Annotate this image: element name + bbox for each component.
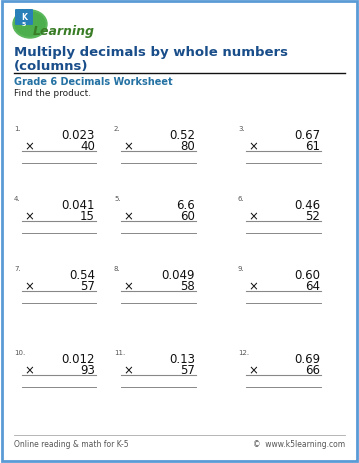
Text: 0.049: 0.049 (162, 269, 195, 282)
Text: Grade 6 Decimals Worksheet: Grade 6 Decimals Worksheet (14, 77, 173, 87)
Text: 5.: 5. (114, 195, 121, 201)
Text: Multiply decimals by whole numbers: Multiply decimals by whole numbers (14, 46, 288, 59)
Text: 60: 60 (180, 210, 195, 223)
Text: 0.041: 0.041 (61, 199, 95, 212)
Text: 0.69: 0.69 (294, 352, 320, 365)
Text: ×: × (248, 279, 258, 292)
Text: ©  www.k5learning.com: © www.k5learning.com (253, 439, 345, 448)
Text: Learning: Learning (33, 25, 95, 38)
Text: ×: × (24, 210, 34, 223)
Text: 6.: 6. (238, 195, 245, 201)
Text: ×: × (248, 140, 258, 153)
Text: 4.: 4. (14, 195, 20, 201)
Text: ×: × (248, 210, 258, 223)
Text: ×: × (24, 140, 34, 153)
Text: 6.6: 6.6 (176, 199, 195, 212)
Text: ×: × (123, 140, 133, 153)
Text: 64: 64 (305, 279, 320, 292)
Text: 8.: 8. (114, 265, 121, 271)
Text: 40: 40 (80, 140, 95, 153)
Text: 0.52: 0.52 (169, 129, 195, 142)
Text: 57: 57 (180, 363, 195, 376)
Text: ×: × (123, 279, 133, 292)
Text: 0.13: 0.13 (169, 352, 195, 365)
Text: 93: 93 (80, 363, 95, 376)
Text: 0.67: 0.67 (294, 129, 320, 142)
Text: ×: × (123, 210, 133, 223)
Text: 7.: 7. (14, 265, 21, 271)
Text: 9.: 9. (238, 265, 245, 271)
Text: 0.023: 0.023 (62, 129, 95, 142)
Text: 58: 58 (180, 279, 195, 292)
Text: K: K (21, 13, 27, 22)
Text: ×: × (123, 363, 133, 376)
Text: 57: 57 (80, 279, 95, 292)
Text: 12.: 12. (238, 349, 249, 355)
Text: ×: × (24, 363, 34, 376)
Ellipse shape (15, 13, 45, 37)
Text: (columns): (columns) (14, 60, 89, 73)
Text: 52: 52 (305, 210, 320, 223)
Text: 2.: 2. (114, 126, 121, 131)
Text: 0.60: 0.60 (294, 269, 320, 282)
Text: 1.: 1. (14, 126, 21, 131)
FancyBboxPatch shape (15, 10, 33, 26)
Text: 80: 80 (180, 140, 195, 153)
Text: ×: × (248, 363, 258, 376)
Text: 11.: 11. (114, 349, 125, 355)
Text: 5: 5 (22, 21, 26, 26)
Text: 10.: 10. (14, 349, 25, 355)
Text: 3.: 3. (238, 126, 245, 131)
Ellipse shape (13, 11, 47, 39)
Text: 0.46: 0.46 (294, 199, 320, 212)
Text: 15: 15 (80, 210, 95, 223)
Text: 0.012: 0.012 (61, 352, 95, 365)
Text: Find the product.: Find the product. (14, 89, 91, 98)
Text: Online reading & math for K-5: Online reading & math for K-5 (14, 439, 129, 448)
Text: 0.54: 0.54 (69, 269, 95, 282)
Text: ×: × (24, 279, 34, 292)
Text: 66: 66 (305, 363, 320, 376)
Text: 61: 61 (305, 140, 320, 153)
